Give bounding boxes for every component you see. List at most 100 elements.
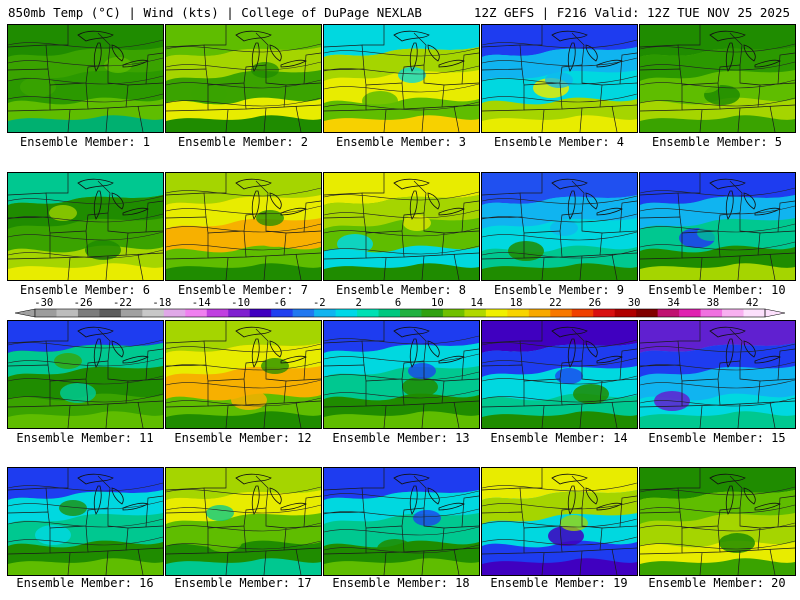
temperature-field [166,195,321,229]
ensemble-member-map [481,172,638,281]
temperature-field [85,240,121,260]
colorbar-right-arrow [764,308,786,318]
great-lakes-outline [77,326,149,368]
colorbar-swatch [335,309,358,317]
temperature-field [8,195,163,229]
temperature-field [550,220,578,236]
colorbar-tick-label: 18 [510,297,523,309]
colorbar-swatch [400,309,422,317]
temperature-field [324,490,479,524]
isotherm-contours [324,191,479,255]
temperature-field [508,241,544,261]
temperature-field [166,47,321,81]
ensemble-member-label: Ensemble Member: 1 [19,135,151,149]
temperature-field [545,72,573,88]
temperature-field [166,490,321,524]
temperature-field [482,558,637,575]
ensemble-member-map [639,467,796,576]
isotherm-contours [324,47,479,111]
colorbar-swatch [700,309,723,317]
colorbar-tick-label: 2 [355,297,361,309]
temperature-field [324,47,479,81]
isotherm-contours [482,39,637,103]
colorbar-swatch [550,309,573,317]
temperature-field [20,77,56,97]
temperature-field [337,234,373,254]
great-lakes-outline [77,473,149,515]
temperature-field [166,411,321,428]
ensemble-member-label: Ensemble Member: 18 [332,576,470,590]
temperature-colorbar: -30 -26 -22 -18 -14 -10 -6 -2 2 6 10 14 18 22 26 30 34 38… [14,297,786,318]
state-borders [482,468,637,575]
ensemble-member-map [323,320,480,429]
temperature-field [104,57,132,73]
colorbar-frame [34,308,766,318]
temperature-field [8,263,163,280]
ensemble-member-label: Ensemble Member: 7 [177,283,309,297]
great-lakes-outline [709,473,781,515]
colorbar-tick-label: -6 [274,297,287,309]
temperature-field [8,558,163,575]
isotherm-contours [166,43,321,107]
state-borders [640,173,795,280]
colorbar-swatch [249,309,272,317]
temperature-field [640,343,795,377]
colorbar-tick-label: 10 [431,297,444,309]
temperature-field [377,539,413,559]
ensemble-member-label: Ensemble Member: 12 [174,431,312,445]
temperature-field [54,353,82,369]
ensemble-member-map [7,24,164,133]
isotherm-contours [324,335,479,399]
ensemble-member-map [481,24,638,133]
temperature-field [324,411,479,428]
colorbar-swatch [185,309,208,317]
state-borders [166,173,321,280]
great-lakes-outline [551,326,623,368]
colorbar-tick-label: 26 [588,297,601,309]
colorbar-tick-label: -22 [113,297,132,309]
ensemble-member-map [7,467,164,576]
great-lakes-outline [551,30,623,72]
ensemble-member-label: Ensemble Member: 6 [19,283,151,297]
ensemble-member-label: Ensemble Member: 2 [177,135,309,149]
isotherm-contours [640,43,795,107]
temperature-field [191,84,227,104]
temperature-field [166,263,321,280]
ensemble-member-map [639,172,796,281]
ensemble-member-label: Ensemble Member: 3 [335,135,467,149]
isotherm-contours [166,187,321,251]
ensemble-member-label: Ensemble Member: 15 [648,431,786,445]
temperature-field [640,490,795,524]
ensemble-member-label: Ensemble Member: 17 [174,576,312,590]
isotherm-contours [8,339,163,403]
colorbar-left-arrow [14,308,36,318]
colorbar-tick-label: 6 [395,297,401,309]
temperature-field [166,343,321,377]
great-lakes-outline [235,326,307,368]
temperature-field [256,227,292,247]
isotherm-contours [640,343,795,407]
temperature-field [702,373,730,389]
colorbar-swatch [271,309,294,317]
ensemble-member-label: Ensemble Member: 19 [490,576,628,590]
colorbar-tick-label: -10 [231,297,250,309]
map-title: 850mb Temp (°C) | Wind (kts) | College o… [8,5,422,20]
colorbar-swatch [571,309,594,317]
great-lakes-outline [393,178,465,220]
temperature-field [482,411,637,428]
temperature-field [324,263,479,280]
state-borders [324,321,479,428]
temperature-field [692,77,720,93]
isotherm-contours [324,490,479,554]
colorbar-tick-label: 14 [470,297,483,309]
colorbar-tick-label: 38 [707,297,720,309]
ensemble-member-map [323,24,480,133]
ensemble-member-map [481,320,638,429]
temperature-field [8,343,163,377]
temperature-field [640,411,795,428]
temperature-field [402,377,438,397]
colorbar-tick-label: -14 [192,297,211,309]
ensemble-member-map [639,320,796,429]
isotherm-contours [8,482,163,546]
great-lakes-outline [235,473,307,515]
